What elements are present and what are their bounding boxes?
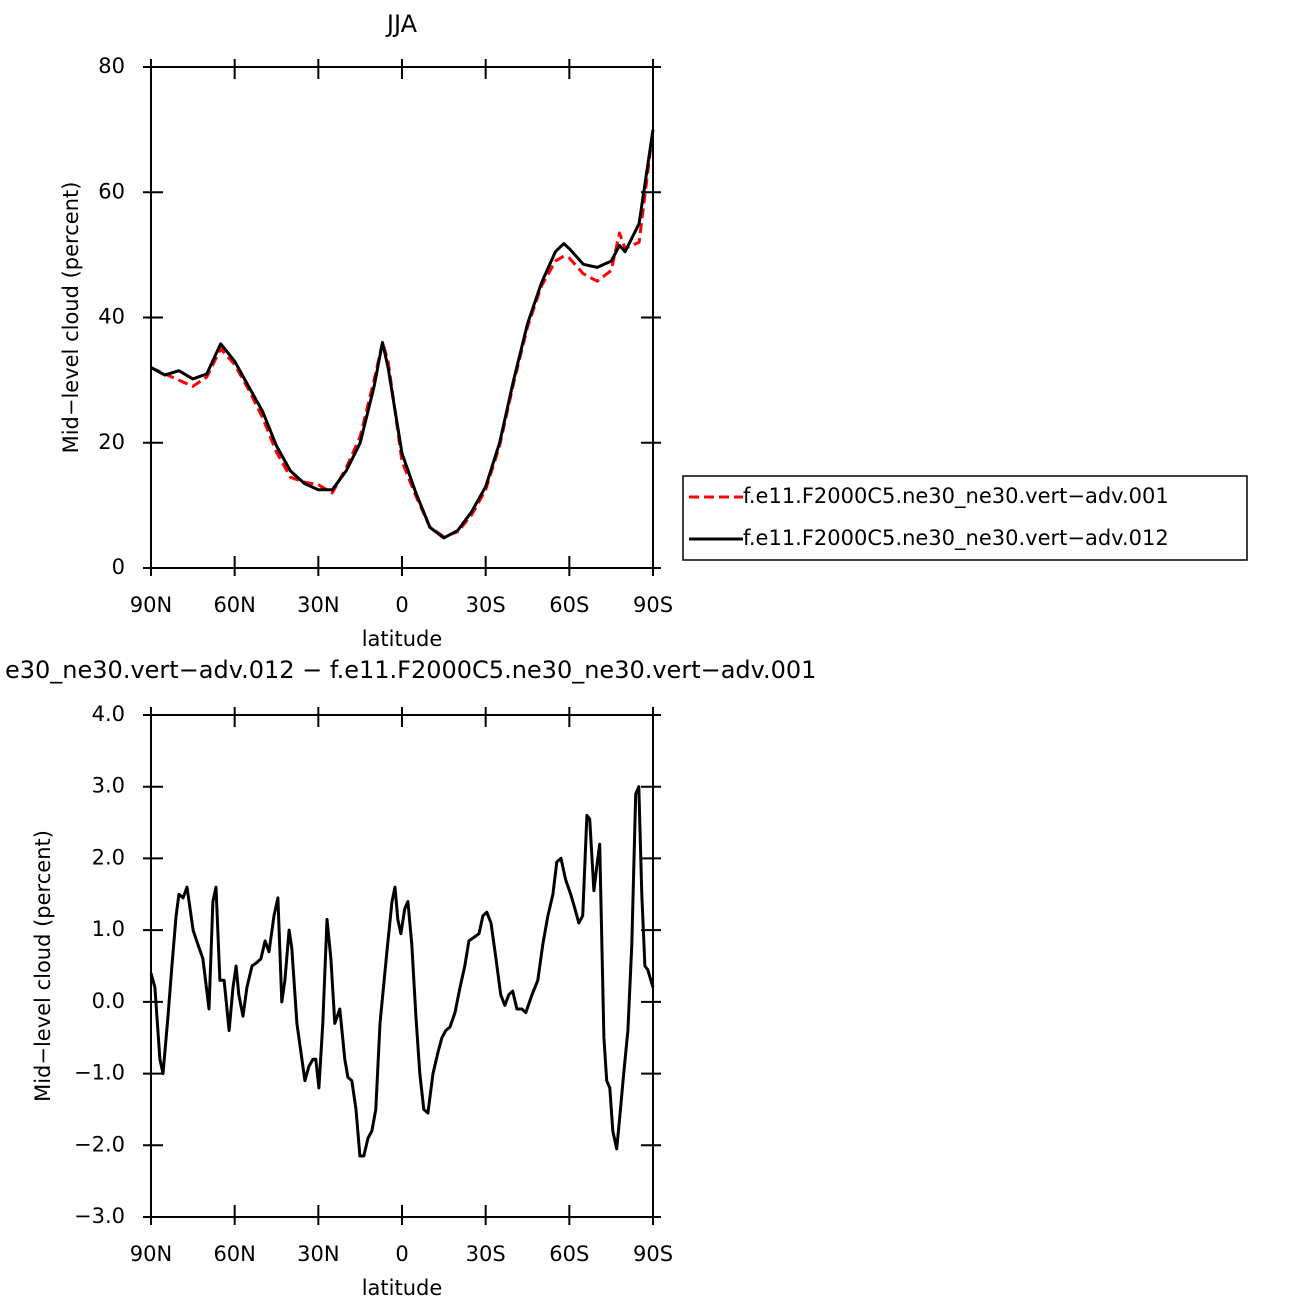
- x-tick-label: 30S: [466, 1242, 506, 1266]
- legend-label: f.e11.F2000C5.ne30_ne30.vert−adv.001: [743, 484, 1169, 509]
- y-axis-label: Mid−level cloud (percent): [59, 182, 83, 454]
- x-tick-label: 90N: [130, 1242, 172, 1266]
- y-tick-label: 4.0: [92, 702, 125, 726]
- y-tick-label: 60: [98, 179, 125, 203]
- y-tick-label: −1.0: [74, 1061, 125, 1085]
- plot-frame: [150, 66, 654, 569]
- x-tick-label: 0: [395, 593, 408, 617]
- x-tick-label: 30N: [297, 593, 339, 617]
- y-tick-label: −3.0: [74, 1204, 125, 1228]
- x-tick-label: 90S: [633, 593, 673, 617]
- legend-box: [682, 475, 1248, 561]
- x-axis-label: latitude: [362, 627, 443, 651]
- y-tick-label: 1.0: [92, 917, 125, 941]
- y-tick-label: −2.0: [74, 1132, 125, 1156]
- y-tick-label: 20: [98, 430, 125, 454]
- x-tick-label: 60N: [213, 1242, 255, 1266]
- y-tick-label: 0.0: [92, 989, 125, 1013]
- x-tick-label: 90S: [633, 1242, 673, 1266]
- x-axis-label: latitude: [362, 1276, 443, 1300]
- plot-frame: [150, 714, 654, 1218]
- data-line: [149, 785, 655, 1158]
- data-line: [150, 129, 655, 540]
- x-tick-label: 60S: [549, 1242, 589, 1266]
- y-tick-label: 80: [98, 54, 125, 78]
- x-tick-label: 60N: [213, 593, 255, 617]
- x-tick-label: 30N: [297, 1242, 339, 1266]
- x-tick-label: 60S: [549, 593, 589, 617]
- y-axis-label: Mid−level cloud (percent): [31, 830, 55, 1102]
- y-tick-label: 40: [98, 305, 125, 329]
- y-tick-label: 3.0: [92, 774, 125, 798]
- x-tick-label: 0: [395, 1242, 408, 1266]
- x-tick-label: 30S: [466, 593, 506, 617]
- legend-label: f.e11.F2000C5.ne30_ne30.vert−adv.012: [743, 526, 1169, 551]
- chart-title: JJA: [385, 10, 418, 38]
- y-tick-label: 2.0: [92, 845, 125, 869]
- x-tick-label: 90N: [130, 593, 172, 617]
- chart-title: e30_ne30.vert−adv.012 − f.e11.F2000C5.ne…: [5, 656, 816, 684]
- data-line: [150, 129, 655, 539]
- y-tick-label: 0: [112, 555, 125, 579]
